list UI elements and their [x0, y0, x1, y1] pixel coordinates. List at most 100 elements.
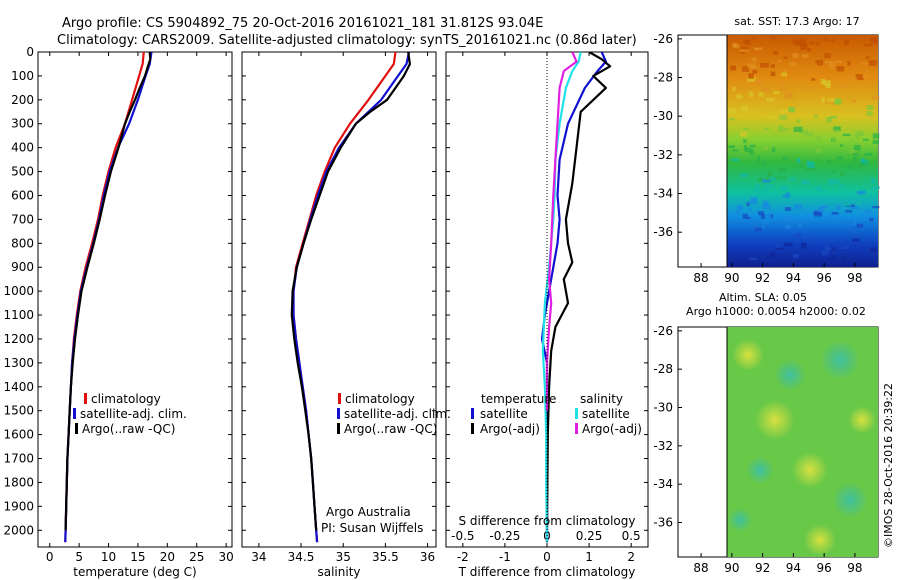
sst-pixel — [769, 36, 777, 40]
depth-tick-label: 900 — [11, 260, 34, 274]
sst-pixel — [753, 189, 762, 194]
sst-pixel — [779, 88, 788, 91]
sst-pixel — [773, 91, 780, 95]
sst-pixel — [804, 87, 813, 90]
sst-pixel — [783, 56, 788, 59]
sst-pixel — [853, 219, 857, 226]
depth-tick-label: 100 — [11, 69, 34, 83]
map-x-tick-label: 92 — [755, 271, 770, 285]
sst-pixel — [852, 156, 858, 162]
sst-pixel — [758, 211, 764, 216]
sst-pixel — [807, 238, 814, 243]
x-tick-label: 30 — [218, 550, 233, 564]
s-tick-label: 0.5 — [622, 529, 641, 543]
x-tick-label: 34.5 — [288, 550, 315, 564]
sst-pixel — [828, 179, 834, 186]
x-tick-label: 34 — [251, 550, 266, 564]
title-line-2: Climatology: CARS2009. Satellite-adjuste… — [57, 33, 637, 48]
map-y-tick-label: -32 — [653, 439, 673, 453]
sla-blob — [755, 400, 795, 440]
legend-swatch-argo — [337, 423, 340, 434]
sst-pixel — [866, 111, 873, 116]
sst-pixel — [728, 145, 735, 149]
series-line — [545, 52, 578, 411]
sst-pixel — [770, 64, 775, 68]
sst-pixel — [844, 203, 851, 207]
legend-swatch-s-satellite — [575, 408, 578, 419]
sst-pixel — [823, 37, 828, 41]
sst-pixel — [779, 80, 786, 87]
credit-line-1: Argo Australia — [326, 505, 411, 519]
sst-pixel — [815, 60, 824, 64]
sst-pixel — [805, 132, 814, 137]
legend-swatch-t-satellite — [471, 408, 474, 419]
sst-pixel — [732, 86, 736, 92]
map-x-tick-label: 94 — [786, 561, 801, 575]
map-y-tick-label: -36 — [653, 516, 673, 530]
sst-pixel — [748, 73, 754, 79]
sst-pixel — [849, 206, 857, 209]
sst-pixel — [807, 162, 815, 169]
sst-pixel — [773, 51, 779, 55]
sst-pixel — [731, 158, 740, 162]
sst-pixel — [754, 47, 759, 51]
sst-pixel — [829, 115, 838, 119]
sst-pixel — [826, 247, 835, 250]
sst-pixel — [743, 128, 749, 131]
depth-tick-label: 200 — [11, 93, 34, 107]
depth-tick-label: 1700 — [3, 452, 34, 466]
sst-pixel — [830, 214, 840, 220]
timestamp: ©IMOS 28-Oct-2016 20:39:22 — [882, 383, 895, 548]
sst-pixel — [761, 87, 770, 92]
sst-pixel — [789, 62, 797, 66]
sla-axis: 88 90 92 94 96 98 -26 -28 -30 -32 -34 -36 — [653, 324, 862, 575]
sst-pixel — [764, 184, 774, 189]
sst-pixel — [799, 140, 806, 143]
map-x-tick-label: 88 — [693, 271, 708, 285]
sst-pixel — [764, 146, 768, 151]
sst-pixel — [784, 92, 794, 99]
temperature-axis: 0 5 10 15 20 25 30 — [38, 51, 234, 564]
x-tick-label: 1 — [585, 550, 593, 564]
sst-pixel — [836, 205, 841, 210]
sst-pixel — [804, 257, 808, 261]
sst-pixel — [818, 206, 825, 213]
sst-pixel — [752, 36, 756, 40]
legend-swatch-satellite — [73, 408, 76, 419]
sst-pixel — [774, 244, 780, 248]
sst-pixel — [746, 216, 751, 219]
sst-pixel — [861, 62, 869, 65]
temperature-lines — [64, 52, 153, 543]
sla-blob — [832, 482, 868, 518]
map-y-tick-label: -28 — [653, 362, 673, 376]
sst-pixel — [778, 125, 784, 132]
sst-pixel — [779, 109, 788, 114]
sst-pixel — [764, 127, 770, 130]
sst-pixel — [866, 219, 870, 222]
sst-pixel — [766, 97, 775, 102]
sla-blob — [848, 406, 876, 434]
depth-tick-label: 1500 — [3, 404, 34, 418]
legend-s-satellite: satellite — [582, 407, 630, 421]
map-x-tick-label: 96 — [817, 561, 832, 575]
sst-pixel — [827, 98, 835, 103]
depth-tick-label: 800 — [11, 236, 34, 250]
sst-pixel — [804, 168, 810, 172]
sst-pixel — [767, 255, 772, 259]
depth-tick-label: 400 — [11, 141, 34, 155]
sst-pixel — [765, 177, 769, 181]
x-tick-label: -1 — [499, 550, 511, 564]
sla-blob — [804, 524, 836, 556]
sst-pixel — [839, 144, 844, 147]
sst-pixel — [872, 206, 880, 209]
sst-pixel — [755, 183, 760, 189]
legend-s-argo: Argo(-adj) — [582, 422, 642, 436]
sst-pixel — [741, 46, 749, 52]
sst-pixel — [841, 245, 850, 249]
salinity-legend: climatology satellite-adj. clim. Argo(..… — [321, 392, 451, 535]
sst-pixel — [806, 48, 811, 52]
s-tick-label: 0.25 — [576, 529, 603, 543]
sla-blob — [792, 452, 828, 488]
sst-pixel — [799, 163, 805, 168]
depth-tick-label: 1300 — [3, 356, 34, 370]
